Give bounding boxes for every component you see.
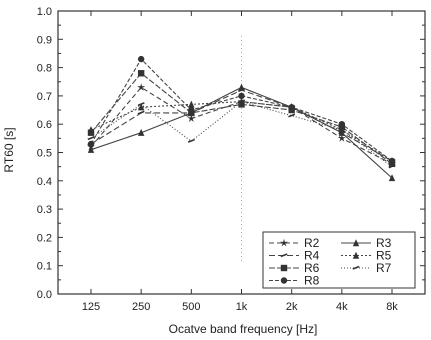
series-r8 [87, 55, 396, 165]
data-point [187, 114, 196, 122]
y-tick-label: 0.5 [37, 148, 52, 160]
data-point [280, 277, 288, 284]
data-point [87, 140, 95, 148]
data-point [137, 70, 145, 77]
x-tick-label: 500 [182, 301, 200, 313]
data-point [137, 103, 145, 111]
y-tick-label: 0.1 [37, 261, 52, 273]
x-tick-label: 125 [82, 301, 100, 313]
data-point [87, 136, 95, 141]
data-point [338, 121, 346, 128]
data-point [280, 253, 288, 258]
legend-item-r8: R8 [269, 274, 320, 288]
data-point [337, 134, 346, 142]
legend-label: R5 [376, 249, 392, 263]
data-point [280, 264, 288, 272]
data-point [137, 55, 145, 63]
y-tick-label: 0.8 [37, 63, 52, 75]
x-axis: 125 250 500 1k 2k 4k 8k [82, 11, 398, 313]
series-r5 [87, 97, 396, 165]
data-point [137, 128, 145, 136]
data-point [352, 265, 360, 270]
y-tick-label: 0.7 [37, 91, 52, 103]
data-point [388, 174, 396, 182]
data-point [87, 145, 95, 153]
data-point [288, 104, 295, 111]
data-point [388, 157, 396, 165]
data-point [137, 110, 145, 115]
y-tick-label: 0.3 [37, 204, 52, 216]
legend-label: R2 [304, 236, 320, 250]
legend-label: R4 [304, 249, 320, 263]
x-tick-label: 250 [132, 301, 150, 313]
legend-label: R3 [376, 236, 392, 250]
x-tick-label: 1k [236, 301, 248, 313]
data-point [87, 129, 95, 136]
data-point [188, 106, 195, 114]
data-point [137, 102, 145, 107]
legend-item-r7: R7 [341, 261, 392, 275]
legend-item-r2: R2 [269, 236, 320, 250]
data-point [280, 238, 288, 247]
data-point [238, 92, 245, 100]
y-tick-label: 0.2 [37, 232, 52, 244]
data-point [288, 113, 296, 118]
data-point [238, 101, 245, 108]
data-point [352, 251, 360, 259]
legend-item-r4: R4 [269, 249, 320, 263]
legend-box [262, 231, 416, 289]
data-point [338, 127, 346, 132]
series-layer [87, 55, 396, 182]
x-tick-label: 2k [286, 301, 298, 313]
legend: R2 R3 R4 R5 R6 R7 R8 [262, 231, 416, 289]
y-axis-title: RT60 [s] [2, 127, 16, 172]
data-point [238, 87, 245, 92]
x-tick-label: 4k [336, 301, 348, 313]
legend-item-r5: R5 [341, 249, 392, 263]
y-axis: 0.0 0.1 0.2 0.3 0.4 0.5 0.6 0.7 0.8 0.9 1.0 [37, 6, 425, 301]
data-point [352, 239, 360, 247]
y-tick-label: 0.0 [37, 289, 52, 301]
data-point [137, 83, 146, 91]
legend-label: R7 [376, 261, 392, 275]
legend-item-r6: R6 [269, 261, 320, 275]
legend-label: R8 [304, 274, 320, 288]
x-tick-label: 8k [386, 301, 398, 313]
y-tick-label: 0.4 [37, 176, 52, 188]
y-tick-label: 1.0 [37, 6, 52, 18]
data-point [238, 99, 245, 104]
y-tick-label: 0.9 [37, 34, 52, 46]
data-point [187, 138, 195, 143]
data-point [388, 164, 396, 169]
series-r7 [87, 99, 396, 169]
data-point [188, 100, 195, 108]
y-tick-label: 0.6 [37, 119, 52, 131]
x-axis-title: Ocatve band frequency [Hz] [169, 322, 318, 336]
legend-item-r3: R3 [341, 236, 392, 250]
legend-label: R6 [304, 261, 320, 275]
